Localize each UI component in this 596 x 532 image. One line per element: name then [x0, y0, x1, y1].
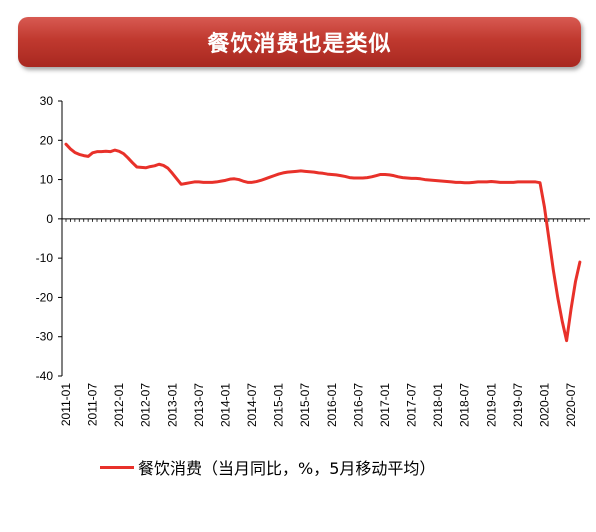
y-axis: 30 20 10 0 -10 -20 -30 -40: [36, 94, 63, 383]
x-tick-label: 2019-07: [511, 383, 525, 427]
x-tick-label: 2014-07: [245, 383, 259, 427]
x-tick-label: 2019-01: [484, 383, 498, 427]
y-tick-label: -20: [36, 290, 54, 304]
legend: 餐饮消费（当月同比，%，5月移动平均）: [100, 455, 435, 479]
x-tick-label: 2015-01: [272, 383, 286, 427]
x-axis: 2011-01 2011-07 2012-01 2012-07 2013-01 2013-…: [59, 218, 590, 427]
x-tick-label: 2013-01: [165, 383, 179, 427]
x-tick-label: 2018-07: [458, 383, 472, 427]
y-tick-label: 30: [40, 94, 54, 108]
x-tick-label: 2018-01: [431, 383, 445, 427]
legend-label: 餐饮消费（当月同比，%，5月移动平均）: [138, 459, 436, 478]
y-tick-label: -40: [36, 369, 54, 383]
y-tick-label: 0: [46, 212, 53, 226]
y-tick-label: -30: [36, 330, 54, 344]
x-tick-label: 2017-07: [405, 383, 419, 427]
series-line: [64, 142, 582, 343]
x-tick-label: 2013-07: [192, 383, 206, 427]
legend-swatch: [100, 465, 134, 469]
chart-title: 餐饮消费也是类似: [207, 32, 392, 57]
x-tick-label: 2015-07: [298, 383, 312, 427]
x-tick-label: 2020-01: [537, 383, 551, 427]
x-tick-label: 2016-07: [351, 383, 365, 427]
x-tick-label: 2011-01: [59, 383, 73, 426]
x-tick-label: 2020-07: [564, 383, 578, 427]
x-tick-label: 2012-07: [139, 383, 153, 427]
title-banner: 餐饮消费也是类似: [18, 17, 581, 67]
x-tick-label: 2011-07: [86, 383, 100, 426]
series-layer: [64, 142, 582, 343]
x-tick-label: 2017-01: [378, 383, 392, 427]
y-tick-label: 10: [40, 173, 54, 187]
y-tick-label: 20: [40, 133, 54, 147]
x-tick-label: 2012-01: [112, 383, 126, 427]
y-tick-label: -10: [36, 251, 54, 265]
x-tick-label: 2016-01: [325, 383, 339, 427]
x-tick-label: 2014-01: [218, 383, 232, 427]
